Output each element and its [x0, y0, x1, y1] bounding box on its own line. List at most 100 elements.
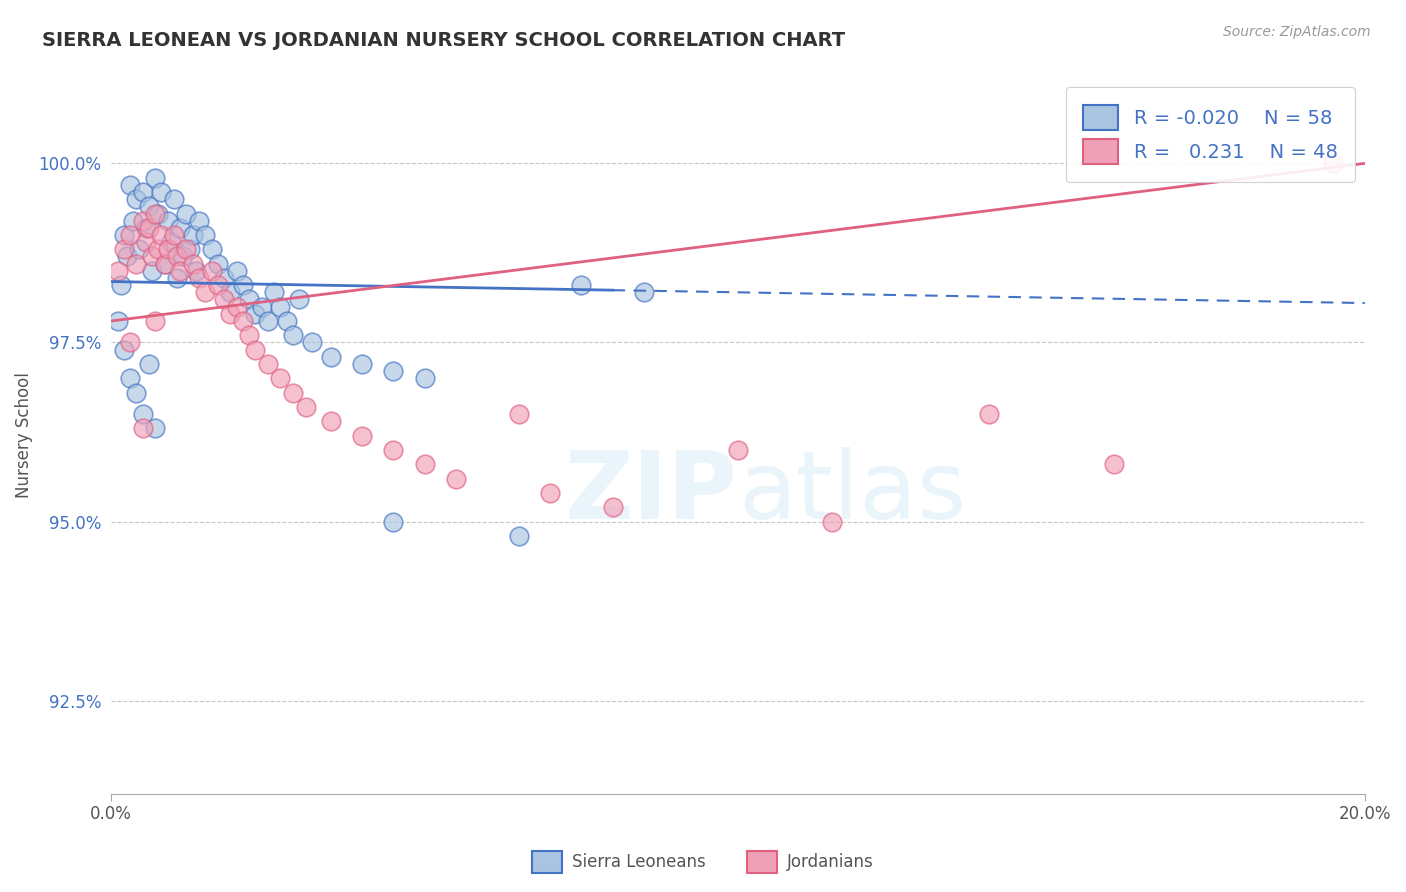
Point: [120, 178, 142, 192]
Point: [131, 185, 153, 199]
Point: [107, 264, 129, 278]
Point: [382, 442, 405, 457]
Point: [166, 250, 188, 264]
Point: [176, 206, 198, 220]
Point: [188, 213, 211, 227]
Point: [172, 250, 194, 264]
Point: [181, 227, 204, 242]
Point: [207, 257, 229, 271]
Point: [120, 227, 142, 242]
Point: [112, 343, 135, 357]
Point: [257, 357, 280, 371]
Text: Source: ZipAtlas.com: Source: ZipAtlas.com: [1223, 25, 1371, 39]
Point: [125, 257, 148, 271]
Point: [131, 421, 153, 435]
Point: [350, 357, 373, 371]
Point: [538, 486, 561, 500]
Point: [508, 529, 530, 543]
Y-axis label: Nursery School: Nursery School: [15, 373, 32, 499]
Point: [143, 170, 166, 185]
Point: [508, 407, 530, 421]
Point: [141, 250, 163, 264]
Point: [269, 371, 291, 385]
Point: [138, 357, 160, 371]
Point: [212, 293, 235, 307]
Point: [263, 285, 285, 300]
Point: [135, 235, 157, 249]
Point: [143, 206, 166, 220]
Point: [633, 285, 655, 300]
Point: [184, 264, 207, 278]
Point: [194, 285, 217, 300]
Point: [219, 285, 242, 300]
Text: atlas: atlas: [738, 447, 966, 539]
Point: [413, 371, 436, 385]
Legend: Sierra Leoneans, Jordanians: Sierra Leoneans, Jordanians: [526, 845, 880, 880]
Legend: R = -0.020    N = 58, R =   0.231    N = 48: R = -0.020 N = 58, R = 0.231 N = 48: [1066, 87, 1355, 182]
Point: [112, 243, 135, 257]
Point: [413, 457, 436, 471]
Point: [188, 271, 211, 285]
Point: [257, 314, 280, 328]
Point: [181, 257, 204, 271]
Point: [212, 271, 235, 285]
Point: [150, 185, 173, 199]
Point: [319, 414, 342, 428]
Point: [200, 264, 222, 278]
Point: [131, 407, 153, 421]
Point: [382, 515, 405, 529]
Point: [169, 220, 191, 235]
Point: [194, 227, 217, 242]
Point: [281, 385, 304, 400]
Point: [148, 243, 170, 257]
Text: ZIP: ZIP: [565, 447, 738, 539]
Point: [1322, 156, 1344, 170]
Point: [153, 257, 176, 271]
Point: [294, 400, 316, 414]
Point: [602, 500, 624, 515]
Point: [569, 278, 592, 293]
Point: [200, 243, 222, 257]
Point: [225, 264, 247, 278]
Point: [176, 243, 198, 257]
Point: [138, 199, 160, 213]
Point: [727, 442, 749, 457]
Point: [179, 243, 201, 257]
Point: [301, 335, 323, 350]
Point: [245, 343, 267, 357]
Point: [269, 300, 291, 314]
Point: [156, 213, 179, 227]
Point: [120, 335, 142, 350]
Point: [207, 278, 229, 293]
Point: [115, 250, 138, 264]
Point: [250, 300, 273, 314]
Point: [444, 471, 467, 485]
Point: [107, 314, 129, 328]
Point: [131, 213, 153, 227]
Point: [382, 364, 405, 378]
Point: [153, 257, 176, 271]
Point: [148, 206, 170, 220]
Point: [159, 235, 181, 249]
Point: [138, 220, 160, 235]
Point: [122, 213, 145, 227]
Point: [1102, 457, 1125, 471]
Point: [232, 314, 254, 328]
Point: [156, 243, 179, 257]
Point: [232, 278, 254, 293]
Point: [150, 227, 173, 242]
Point: [977, 407, 1000, 421]
Point: [128, 243, 150, 257]
Point: [112, 227, 135, 242]
Point: [288, 293, 311, 307]
Point: [143, 421, 166, 435]
Point: [276, 314, 298, 328]
Point: [163, 192, 186, 206]
Point: [125, 192, 148, 206]
Point: [219, 307, 242, 321]
Point: [135, 220, 157, 235]
Point: [281, 328, 304, 343]
Point: [245, 307, 267, 321]
Point: [238, 293, 260, 307]
Point: [225, 300, 247, 314]
